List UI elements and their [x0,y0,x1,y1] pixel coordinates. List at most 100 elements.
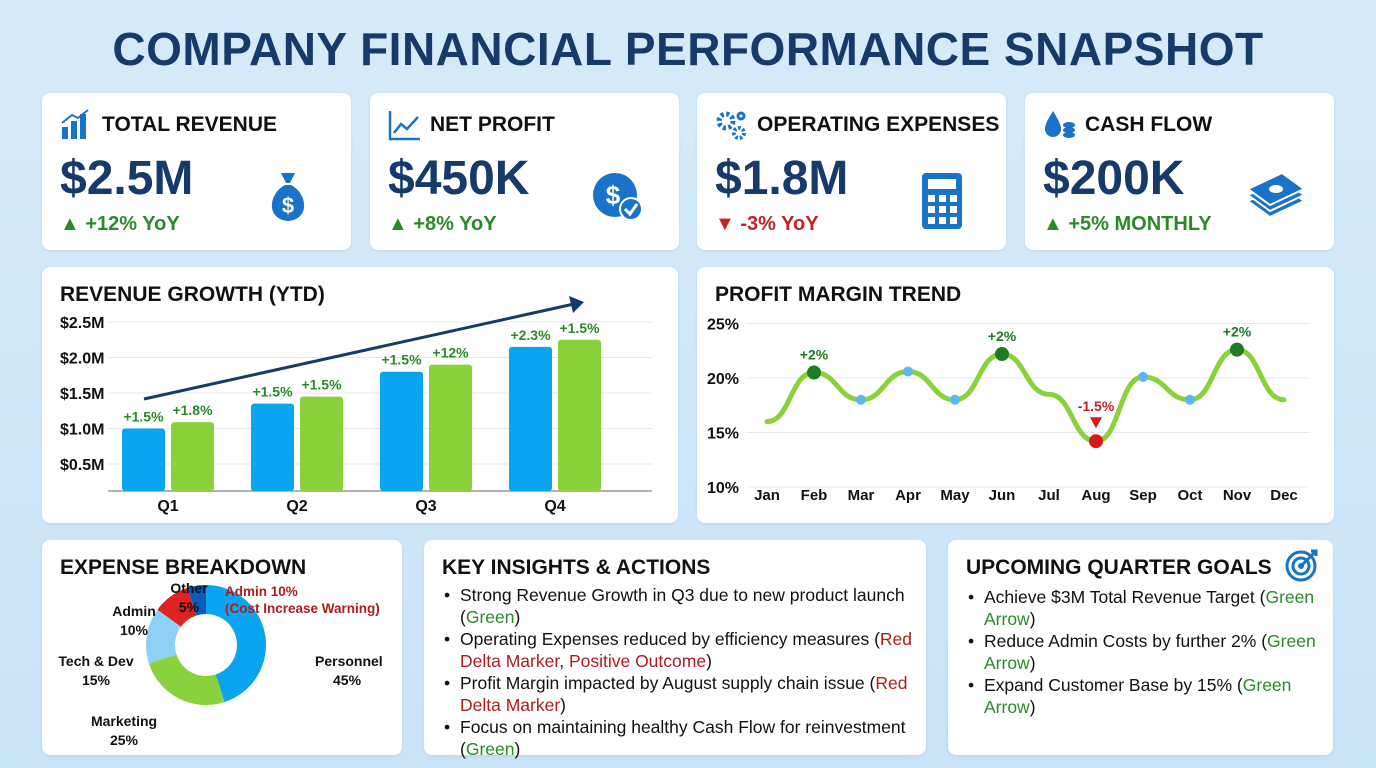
marker-nov [1230,342,1244,357]
section-title: KEY INSIGHTS & ACTIONS [442,556,711,579]
marker-aug [1089,434,1103,449]
list-item-text: Green [465,607,515,627]
bar-q4-blue [509,346,552,491]
list-item-text: Positive Outcome [568,651,707,671]
list-item-text: ) [560,695,566,715]
list-item-text: ) [1029,653,1036,673]
list-item: Operating Expenses reduced by efficiency… [442,628,912,672]
water-drop-coins-icon [1045,111,1075,138]
x-tick-label: Mar [848,487,875,504]
svg-text:$: $ [606,180,621,210]
kpi-header: CASH FLOW [1043,109,1212,141]
bar-data-label: +2.3% [510,327,551,343]
list-item-text: Green [465,739,515,759]
gears-icon [716,111,746,140]
slice-value: 25% [110,732,139,748]
list-item: Focus on maintaining healthy Cash Flow f… [442,716,912,760]
revenue-bar-chart: $0.5M $1.0M $1.5M $2.0M $2.5M +1.5% +1.8% Q1 +1.… [60,296,652,515]
x-tick-label: Q2 [286,498,307,515]
bar-data-label: +1.8% [172,402,213,418]
list-item-text: Achieve $3M Total Revenue Target ( [984,587,1266,607]
marker-sep [1138,371,1148,382]
x-tick-label: Jan [754,487,780,504]
kpi-value: $1.8M [715,152,849,205]
line-chart-icon [388,111,420,141]
y-tick-label: $2.5M [60,315,104,332]
kpi-delta: ▲ +5% MONTHLY [1043,213,1212,236]
list-item: Strong Revenue Growth in Q3 due to new p… [442,584,912,628]
point-label: +2% [800,347,829,363]
slice-other [187,585,206,616]
triangle-up-icon: ▲ [1043,213,1063,235]
list-item-text: Green Arrow [984,587,1315,629]
section-title: REVENUE GROWTH (YTD) [60,283,325,306]
x-tick-label: May [940,487,970,504]
bar-data-label: +1.5% [252,384,293,400]
calculator-icon [922,173,962,229]
section-title: EXPENSE BREAKDOWN [60,556,307,579]
list-item: Reduce Admin Costs by further 2% (Green … [966,630,1316,674]
profit-margin-line-chart: 10% 15% 20% 25% Jan Feb Mar Apr May Jun Jul Aug Sep O… [707,317,1309,504]
revenue-growth-card: REVENUE GROWTH (YTD) $0.5M $1.0M $1.5M $2.0… [42,267,678,523]
slice-label: Tech & Dev [58,653,133,669]
y-tick-label: 15% [707,426,739,443]
x-tick-label: Apr [895,487,921,504]
goals-list: Achieve $3M Total Revenue Target (Green … [966,586,1316,718]
trend-arrowhead-icon [569,296,584,313]
list-item-text: Reduce Admin Costs by further 2% ( [984,631,1268,651]
kpi-delta: ▼ -3% YoY [715,213,819,236]
triangle-down-icon: ▼ [715,213,735,235]
warning-annotation: (Cost Increase Warning) [225,601,380,616]
insights-list: Strong Revenue Growth in Q3 due to new p… [442,584,912,760]
y-tick-label: 25% [707,317,739,334]
bar-data-label: +1.5% [381,352,422,368]
list-item-text: Operating Expenses reduced by efficiency… [460,629,880,649]
list-item: Profit Margin impacted by August supply … [442,672,912,716]
bar-chart-icon [61,109,89,139]
list-item-text: Red Delta Marker [460,629,913,671]
slice-value: 10% [120,622,149,638]
slice-tech-dev [146,609,181,664]
marker-may [950,394,960,405]
kpi-delta: ▲ +12% YoY [60,213,180,236]
x-tick-label: Aug [1081,487,1110,504]
kpi-delta-text: -3% YoY [740,213,819,235]
x-tick-label: Jun [989,487,1016,504]
triangle-up-icon: ▲ [60,213,80,235]
triangle-up-icon: ▲ [388,213,408,235]
kpi-label: TOTAL REVENUE [102,113,278,136]
point-label: +2% [1223,324,1252,340]
list-item-text: ) [514,607,521,627]
dollar-check-icon: $ [593,173,643,221]
list-item: Expand Customer Base by 15% (Green Arrow… [966,674,1316,718]
slice-admin [157,587,197,627]
list-item-text: Profit Margin impacted by August supply … [460,673,876,693]
section-title: UPCOMING QUARTER GOALS [966,556,1272,579]
x-tick-label: Feb [801,487,828,504]
expense-breakdown-card: EXPENSE BREAKDOWN Personnel 45% Marketing 2… [42,540,402,755]
point-label: +2% [988,328,1017,344]
list-item-text: Expand Customer Base by 15% ( [984,675,1243,695]
kpi-card-net-profit: NET PROFIT $450K ▲ +8% YoY $ [370,93,679,250]
svg-text:$: $ [282,193,294,218]
cash-stack-icon [1246,171,1306,219]
bar-q4-green [558,339,601,491]
y-tick-label: 20% [707,371,739,388]
list-item-text: ) [514,739,521,759]
slice-value: 15% [82,672,111,688]
kpi-header: NET PROFIT [388,109,555,141]
marker-oct [1185,394,1195,405]
target-icon [1285,549,1318,582]
kpi-delta-text: +5% MONTHLY [1068,213,1212,235]
point-label: -1.5% [1078,398,1115,414]
slice-marketing [148,654,225,705]
slice-value: 5% [179,599,200,615]
kpi-delta: ▲ +8% YoY [388,213,497,236]
marker-jun [995,347,1009,362]
bar-data-label: +12% [432,345,469,361]
kpi-delta-text: +8% YoY [413,213,497,235]
kpi-label: OPERATING EXPENSES [757,113,1000,136]
slice-value: 45% [333,672,362,688]
list-item-text: Green Arrow [984,675,1292,717]
y-tick-label: $1.0M [60,422,104,439]
